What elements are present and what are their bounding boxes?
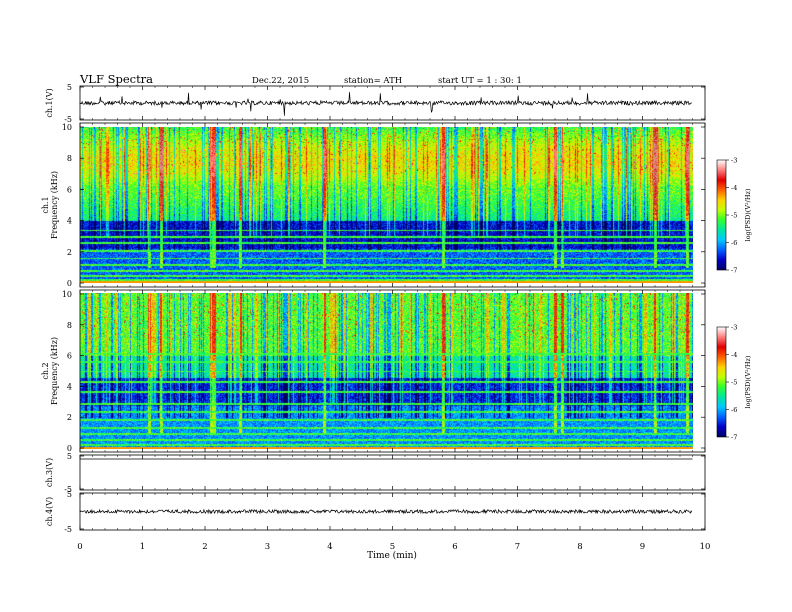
y-tick-label: 5	[67, 452, 72, 461]
y-axis-label: ch.4(V)	[45, 497, 54, 526]
x-axis-label: Time (min)	[367, 550, 417, 561]
y-tick-label: 10	[62, 290, 72, 299]
date-label: Dec.22, 2015	[252, 76, 309, 86]
x-tick-label: 5	[390, 542, 395, 552]
colorbar-tick-label: -5	[731, 212, 737, 220]
colorbar-tick-label: -4	[731, 351, 737, 359]
waveform-trace	[79, 92, 692, 116]
ch2-spectrogram-image	[80, 293, 693, 449]
x-tick-label: 2	[202, 542, 207, 552]
colorbar	[716, 159, 727, 271]
y-tick-label: 0	[67, 279, 72, 288]
ch1-waveform-panel	[79, 92, 692, 116]
colorbars-layer: -3 -4 -5 -6 -7 log(PSD)(V²/Hz) -3 -4 -5 -6 -7 log(P…	[716, 157, 752, 442]
colorbar-tick-label: -3	[731, 157, 737, 165]
start-time-label: start UT = 1 : 30: 1	[438, 76, 522, 86]
y-tick-label: 6	[67, 185, 72, 194]
x-tick-label: 6	[452, 542, 457, 552]
y-tick-label: 2	[67, 248, 72, 257]
colorbar-tick-label: -6	[731, 239, 737, 247]
y-tick-label: 8	[67, 154, 72, 163]
y-axis-label: Frequency (kHz)	[50, 337, 59, 405]
x-tick-label: 3	[265, 542, 270, 552]
y-tick-label: -5	[64, 115, 72, 124]
y-tick-label: 4	[67, 217, 72, 226]
y-tick-label: 5	[67, 83, 72, 92]
figure-title: VLF Spectra	[79, 72, 153, 86]
x-tick-label: 1	[140, 542, 145, 552]
colorbar-tick-label: -3	[731, 324, 737, 332]
y-tick-label: 5	[67, 490, 72, 499]
station-label: station= ATH	[344, 76, 402, 86]
y-tick-label: 4	[67, 382, 72, 391]
ch4-waveform-panel	[79, 508, 693, 515]
x-tick-label: 8	[577, 542, 582, 552]
colorbar-tick-label: -4	[731, 184, 737, 192]
y-axis-label: ch.1	[41, 196, 50, 213]
x-tick-label: 0	[77, 542, 82, 552]
ch3-frame	[79, 454, 706, 491]
y-tick-label: 0	[67, 444, 72, 453]
y-tick-label: 6	[67, 352, 72, 361]
colorbar-label: log(PSD)(V²/Hz)	[744, 188, 752, 241]
colorbar	[716, 326, 727, 438]
y-tick-label: -5	[64, 485, 72, 494]
colorbar-label: log(PSD)(V²/Hz)	[744, 355, 752, 408]
colorbar-tick-label: -7	[731, 434, 737, 442]
waveform-trace	[79, 508, 693, 515]
colorbar-tick-label: -6	[731, 406, 737, 414]
y-tick-label: 2	[67, 413, 72, 422]
y-axis-label: ch.2	[41, 362, 50, 379]
y-axis-label: Frequency (kHz)	[50, 171, 59, 239]
ch1-spectrogram-image	[80, 127, 693, 283]
colorbar-tick-label: -7	[731, 267, 737, 275]
x-tick-label: 4	[327, 542, 332, 552]
y-tick-label: 8	[67, 321, 72, 330]
ch2-spectrogram-panel	[80, 293, 693, 449]
colorbar-tick-label: -5	[731, 379, 737, 387]
y-tick-label: -5	[64, 525, 72, 534]
y-tick-label: 10	[62, 123, 72, 132]
y-axis-label: ch.1(V)	[45, 88, 54, 117]
x-tick-label: 9	[640, 542, 645, 552]
x-tick-label: 7	[515, 542, 520, 552]
ch1-spectrogram-panel	[80, 127, 693, 283]
y-axis-label: ch.3(V)	[45, 458, 54, 487]
x-tick-label: 10	[700, 542, 711, 552]
